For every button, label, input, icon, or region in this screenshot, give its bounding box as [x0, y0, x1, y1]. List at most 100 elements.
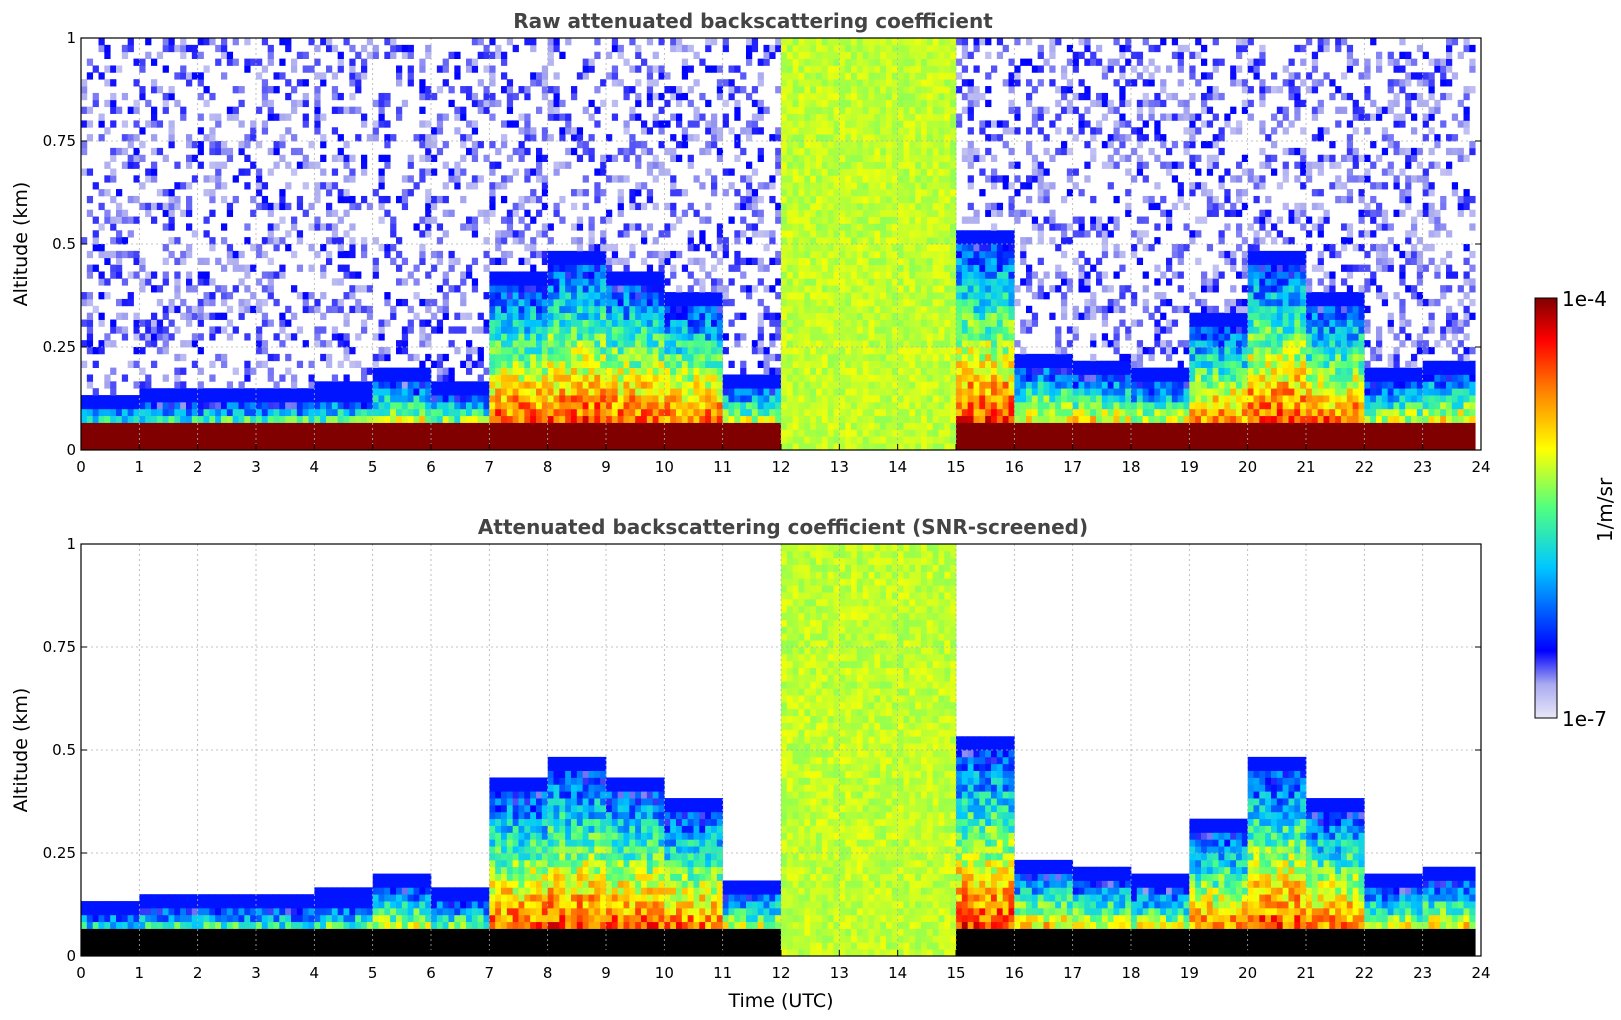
- heatmap-cell: [868, 408, 875, 417]
- heatmap-cell: [839, 202, 846, 211]
- heatmap-cell: [775, 292, 782, 300]
- heatmap-cell: [174, 182, 181, 190]
- heatmap-cell: [880, 182, 887, 190]
- heatmap-cell: [296, 408, 304, 417]
- heatmap-cell: [722, 189, 729, 197]
- heatmap-cell: [810, 257, 817, 265]
- heatmap-cell: [792, 195, 799, 204]
- heatmap-cell: [536, 285, 543, 293]
- heatmap-cell: [810, 278, 817, 286]
- heatmap-cell: [244, 408, 251, 417]
- heatmap-cell: [495, 257, 502, 265]
- heatmap-cell: [133, 347, 140, 355]
- heatmap-cell: [331, 333, 339, 341]
- heatmap-cell: [746, 374, 753, 382]
- heatmap-cell: [862, 175, 869, 183]
- heatmap-cell: [279, 401, 286, 410]
- heatmap-cell: [174, 381, 181, 389]
- heatmap-cell: [139, 388, 146, 396]
- heatmap-cell: [559, 278, 566, 286]
- heatmap-cell: [681, 44, 689, 53]
- heatmap-cell: [833, 182, 840, 190]
- heatmap-cell: [506, 298, 514, 307]
- heatmap-cell: [582, 250, 589, 259]
- heatmap-cell: [862, 257, 869, 265]
- heatmap-cell: [442, 422, 449, 430]
- heatmap-cell: [256, 401, 263, 410]
- heatmap-cell: [565, 257, 572, 265]
- heatmap-cell: [226, 154, 234, 162]
- heatmap-cell: [874, 340, 881, 348]
- heatmap-cell: [693, 292, 700, 300]
- heatmap-cell: [559, 333, 566, 341]
- heatmap-cell: [588, 401, 595, 410]
- heatmap-cell: [104, 429, 111, 437]
- heatmap-cell: [471, 401, 479, 410]
- heatmap-cell: [600, 401, 607, 410]
- heatmap-cell: [331, 429, 339, 437]
- heatmap-cell: [816, 319, 823, 327]
- heatmap-cell: [891, 195, 899, 204]
- heatmap-cell: [483, 381, 490, 389]
- heatmap-cell: [349, 106, 356, 114]
- heatmap-cell: [127, 422, 134, 430]
- heatmap-cell: [897, 216, 904, 224]
- heatmap-cell: [676, 429, 683, 437]
- heatmap-cell: [396, 65, 403, 73]
- heatmap-cell: [541, 72, 549, 80]
- heatmap-cell: [851, 271, 858, 279]
- heatmap-cell: [623, 367, 630, 375]
- heatmap-cell: [681, 395, 689, 403]
- heatmap-cell: [267, 147, 274, 156]
- heatmap-cell: [308, 244, 315, 252]
- heatmap-cell: [512, 367, 519, 375]
- heatmap-cell: [361, 429, 368, 437]
- heatmap-cell: [617, 395, 624, 403]
- heatmap-cell: [530, 244, 537, 252]
- heatmap-cell: [816, 147, 823, 156]
- heatmap-cell: [646, 381, 654, 389]
- heatmap-cell: [903, 415, 910, 423]
- heatmap-cell: [425, 154, 432, 162]
- heatmap-cell: [886, 202, 893, 211]
- heatmap-cell: [629, 326, 636, 334]
- heatmap-cell: [716, 292, 724, 300]
- heatmap-cell: [541, 367, 549, 375]
- heatmap-cell: [886, 340, 893, 348]
- heatmap-cell: [413, 429, 420, 437]
- heatmap-cell: [261, 401, 269, 410]
- heatmap-cell: [92, 182, 99, 190]
- heatmap-cell: [623, 436, 630, 444]
- heatmap-cell: [396, 367, 403, 375]
- heatmap-cell: [821, 381, 829, 389]
- heatmap-cell: [425, 209, 432, 217]
- heatmap-cell: [151, 79, 158, 87]
- heatmap-cell: [874, 154, 881, 162]
- heatmap-cell: [296, 147, 304, 156]
- heatmap-cell: [98, 278, 105, 286]
- heatmap-cell: [116, 408, 123, 417]
- heatmap-cell: [302, 340, 309, 348]
- heatmap-cell: [209, 175, 216, 183]
- heatmap-cell: [646, 86, 654, 94]
- heatmap-cell: [716, 415, 724, 423]
- heatmap-cell: [512, 436, 519, 444]
- heatmap-cell: [810, 374, 817, 382]
- heatmap-cell: [524, 429, 531, 437]
- heatmap-cell: [582, 292, 589, 300]
- heatmap-cell: [629, 388, 636, 396]
- heatmap-cell: [559, 127, 566, 135]
- heatmap-cell: [384, 429, 391, 437]
- heatmap-cell: [133, 401, 140, 410]
- heatmap-cell: [320, 326, 327, 334]
- heatmap-cell: [827, 223, 834, 231]
- heatmap-cell: [121, 333, 129, 341]
- heatmap-cell: [256, 58, 263, 66]
- heatmap-cell: [396, 250, 403, 259]
- heatmap-cell: [273, 147, 280, 156]
- heatmap-cell: [792, 127, 799, 135]
- heatmap-cell: [576, 436, 584, 444]
- heatmap-cell: [722, 381, 729, 389]
- heatmap-cell: [716, 360, 724, 368]
- heatmap-cell: [261, 195, 269, 204]
